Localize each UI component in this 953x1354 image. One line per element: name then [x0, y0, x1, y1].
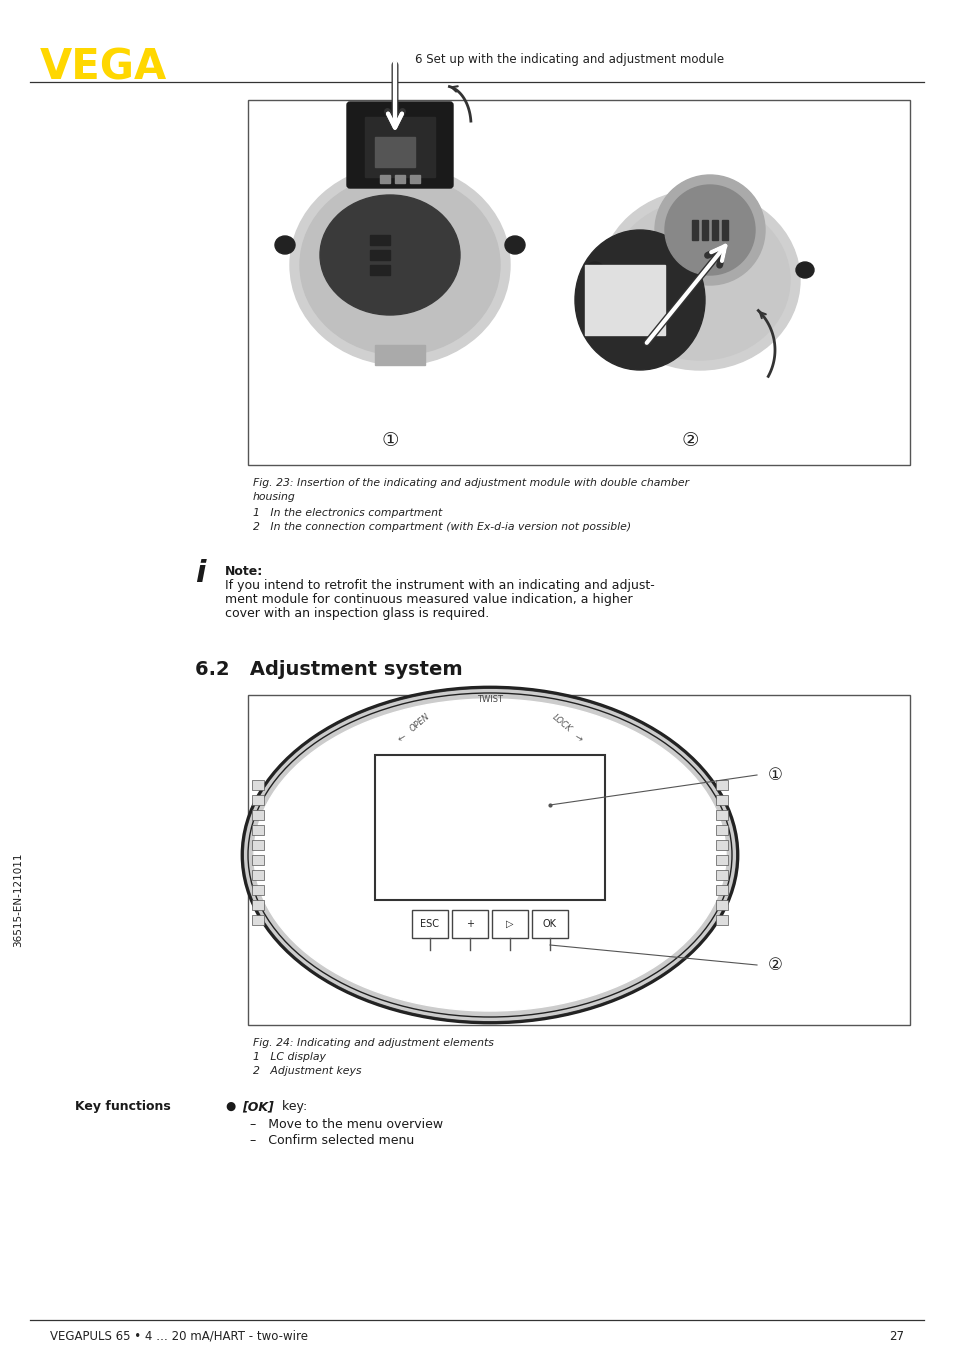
Bar [252, 871, 264, 880]
Bar [252, 915, 264, 925]
Text: ②: ② [680, 431, 698, 450]
Text: housing: housing [253, 492, 295, 502]
Bar [365, 116, 435, 177]
Bar [375, 756, 604, 900]
Ellipse shape [599, 190, 800, 370]
Text: +: + [465, 919, 474, 929]
Text: 36515-EN-121011: 36515-EN-121011 [13, 853, 23, 948]
Circle shape [655, 175, 764, 284]
Bar [252, 839, 264, 850]
Ellipse shape [242, 686, 738, 1024]
Bar [252, 886, 264, 895]
Bar [711, 219, 718, 240]
Bar [370, 250, 390, 260]
Ellipse shape [504, 236, 524, 255]
Text: If you intend to retrofit the instrument with an indicating and adjust-: If you intend to retrofit the instrument… [225, 580, 654, 592]
Bar [691, 219, 698, 240]
Text: key:: key: [277, 1099, 307, 1113]
Bar [716, 810, 727, 821]
Bar [370, 265, 390, 275]
Ellipse shape [290, 165, 510, 366]
Ellipse shape [575, 230, 704, 370]
Bar [252, 854, 264, 865]
Ellipse shape [299, 175, 499, 355]
Text: →: → [572, 733, 583, 745]
Bar [248, 100, 909, 464]
Ellipse shape [795, 263, 813, 278]
Bar [716, 871, 727, 880]
Bar [375, 345, 424, 366]
Ellipse shape [245, 691, 734, 1020]
Text: 6 Set up with the indicating and adjustment module: 6 Set up with the indicating and adjustm… [415, 54, 723, 66]
Bar [716, 900, 727, 910]
FancyBboxPatch shape [347, 102, 453, 188]
Ellipse shape [250, 695, 729, 1016]
Ellipse shape [319, 195, 459, 315]
FancyBboxPatch shape [532, 910, 567, 938]
Text: 27: 27 [888, 1330, 903, 1343]
Bar [375, 137, 415, 167]
Text: LOCK: LOCK [550, 712, 573, 734]
Bar [395, 175, 405, 183]
Text: ←: ← [395, 733, 408, 745]
Text: VEGA: VEGA [40, 47, 167, 89]
Text: 1   In the electronics compartment: 1 In the electronics compartment [253, 508, 442, 519]
Text: ①: ① [767, 766, 781, 784]
Bar [248, 695, 909, 1025]
Bar [716, 825, 727, 835]
Text: ment module for continuous measured value indication, a higher: ment module for continuous measured valu… [225, 593, 632, 607]
Text: –   Confirm selected menu: – Confirm selected menu [250, 1135, 414, 1147]
Text: ▷: ▷ [506, 919, 514, 929]
Text: 6.2   Adjustment system: 6.2 Adjustment system [194, 659, 462, 678]
Ellipse shape [274, 236, 294, 255]
FancyBboxPatch shape [492, 910, 527, 938]
Text: VEGAPULS 65 • 4 … 20 mA/HART - two-wire: VEGAPULS 65 • 4 … 20 mA/HART - two-wire [50, 1330, 308, 1343]
Text: ESC: ESC [420, 919, 439, 929]
Bar [716, 915, 727, 925]
Text: 2   In the connection compartment (with Ex-d-ia version not possible): 2 In the connection compartment (with Ex… [253, 523, 631, 532]
Bar [410, 175, 419, 183]
Bar [701, 219, 707, 240]
Text: Fig. 24: Indicating and adjustment elements: Fig. 24: Indicating and adjustment eleme… [253, 1039, 494, 1048]
Bar [252, 780, 264, 789]
Text: OK: OK [542, 919, 557, 929]
Text: ●: ● [225, 1099, 235, 1113]
Bar [716, 886, 727, 895]
Bar [252, 825, 264, 835]
Text: Key functions: Key functions [75, 1099, 171, 1113]
Bar [716, 854, 727, 865]
Text: Fig. 23: Insertion of the indicating and adjustment module with double chamber: Fig. 23: Insertion of the indicating and… [253, 478, 688, 487]
Ellipse shape [609, 200, 789, 360]
Circle shape [664, 185, 754, 275]
Text: OPEN: OPEN [408, 712, 432, 734]
Text: 1   LC display: 1 LC display [253, 1052, 326, 1062]
Ellipse shape [585, 263, 603, 278]
Text: i: i [194, 558, 205, 588]
Bar [252, 900, 264, 910]
Ellipse shape [253, 699, 726, 1011]
Text: –   Move to the menu overview: – Move to the menu overview [250, 1118, 442, 1131]
Bar [721, 219, 727, 240]
Text: cover with an inspection glass is required.: cover with an inspection glass is requir… [225, 607, 489, 620]
Bar [370, 236, 390, 245]
Text: ②: ② [767, 956, 781, 974]
Text: 2   Adjustment keys: 2 Adjustment keys [253, 1066, 361, 1076]
Ellipse shape [253, 699, 725, 1011]
Ellipse shape [243, 688, 737, 1022]
FancyBboxPatch shape [452, 910, 488, 938]
Bar [716, 795, 727, 806]
Text: [OK]: [OK] [242, 1099, 274, 1113]
Text: Note:: Note: [225, 565, 263, 578]
Bar [252, 810, 264, 821]
FancyBboxPatch shape [584, 265, 664, 334]
Bar [252, 795, 264, 806]
Text: TWIST: TWIST [476, 696, 502, 704]
Ellipse shape [245, 691, 734, 1020]
Bar [716, 839, 727, 850]
Bar [716, 780, 727, 789]
FancyBboxPatch shape [412, 910, 448, 938]
Bar [379, 175, 390, 183]
Text: ①: ① [381, 431, 398, 450]
